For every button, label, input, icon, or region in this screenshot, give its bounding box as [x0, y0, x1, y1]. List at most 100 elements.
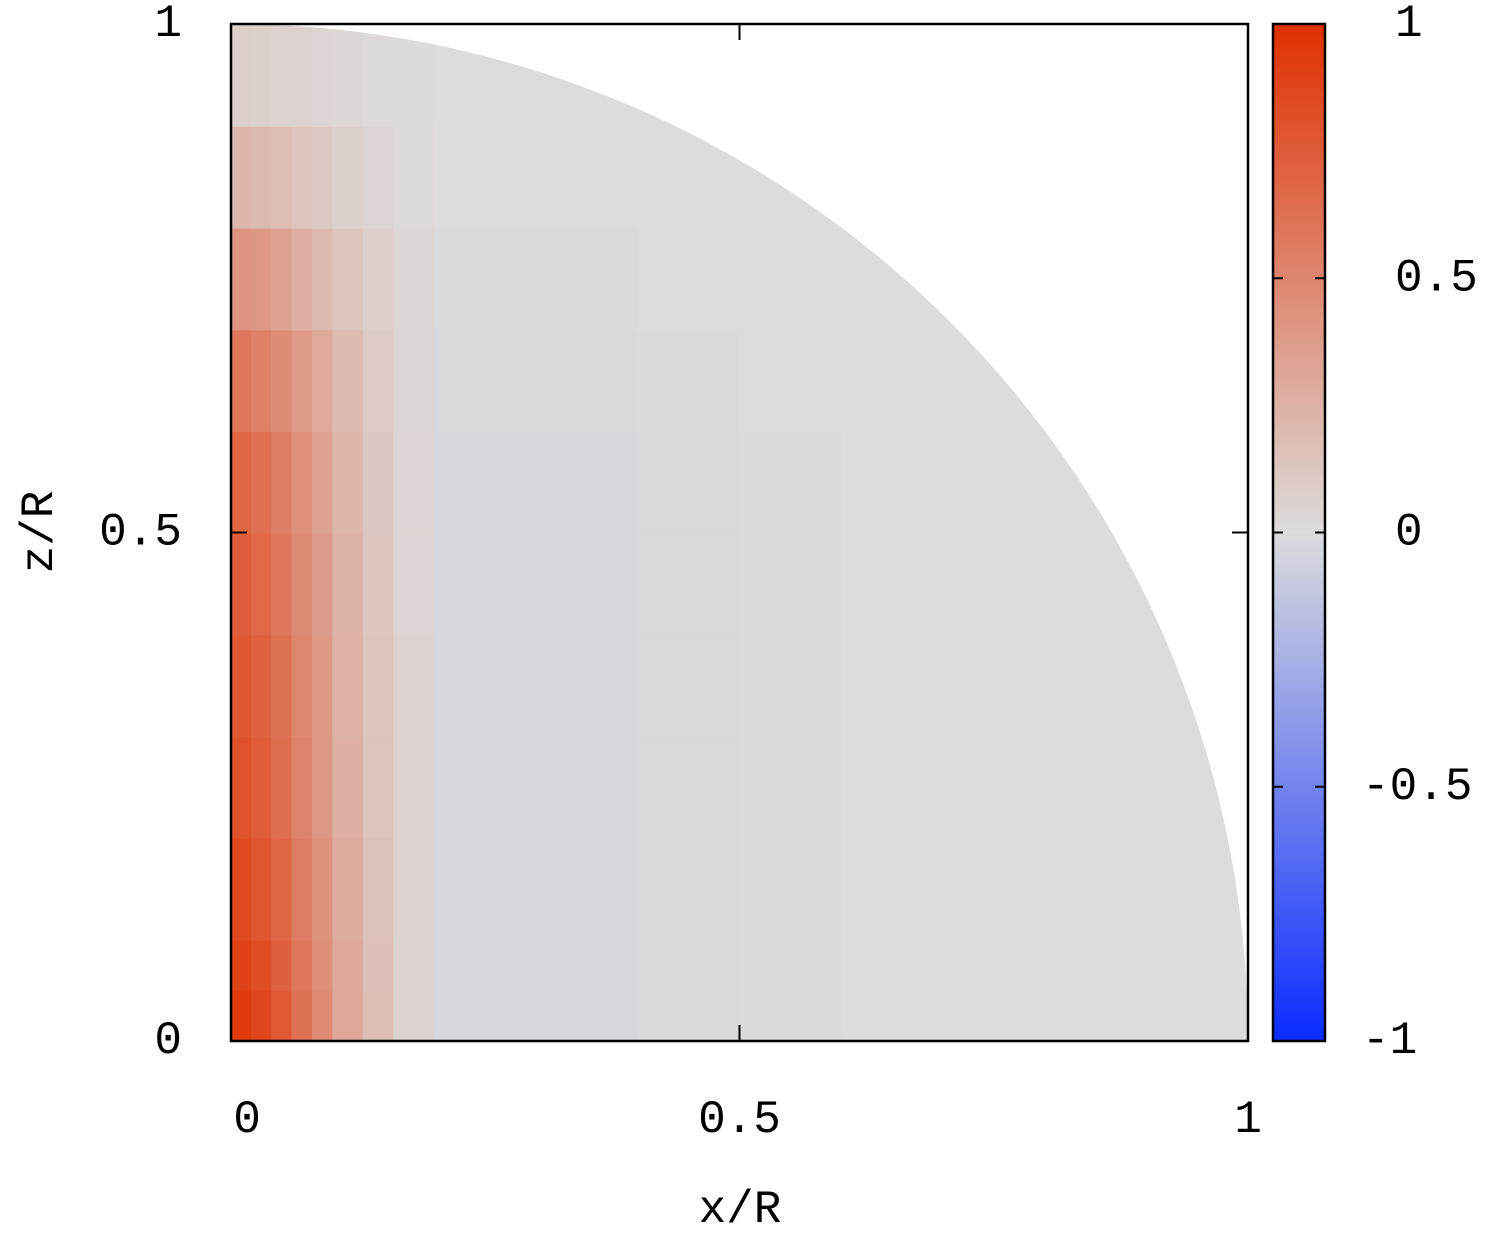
heatmap-cell	[311, 430, 334, 534]
heatmap-cell	[942, 24, 1046, 127]
heatmap-cell	[1145, 328, 1248, 433]
heatmap-cell	[637, 633, 741, 738]
heatmap-cell	[535, 24, 639, 127]
heatmap-cell	[942, 328, 1046, 433]
heatmap-cell	[271, 430, 294, 534]
heatmap-cell	[393, 532, 436, 636]
heatmap-cell	[433, 226, 538, 331]
heatmap-cell	[637, 24, 741, 127]
heatmap-cell	[433, 430, 538, 534]
heatmap-cell	[739, 125, 843, 229]
heatmap-cell	[393, 633, 436, 738]
heatmap-cell	[637, 125, 741, 229]
heatmap-cell	[942, 226, 1046, 331]
heatmap-cell	[840, 328, 945, 433]
heatmap-cell	[1145, 837, 1248, 941]
heatmap-cell	[942, 938, 1046, 992]
y-axis-label: z/R	[14, 491, 66, 574]
heatmap	[231, 24, 1248, 1041]
x-tick-label: 0.5	[698, 1094, 781, 1146]
heatmap-cell	[739, 837, 843, 941]
heatmap-cell	[942, 125, 1046, 229]
heatmap-cell	[291, 532, 314, 636]
heatmap-cell	[942, 989, 1046, 1041]
heatmap-cell	[1145, 938, 1248, 992]
heatmap-cell	[433, 532, 538, 636]
heatmap-cell	[739, 24, 843, 127]
heatmap-cell	[231, 532, 253, 636]
heatmap-cell	[250, 735, 273, 839]
heatmap-cell	[1145, 735, 1248, 839]
heatmap-cell	[311, 633, 334, 738]
heatmap-cell	[393, 989, 436, 1041]
heatmap-cell	[393, 226, 436, 331]
heatmap-cell	[231, 226, 253, 331]
heatmap-cell	[535, 532, 639, 636]
heatmap-cell	[311, 125, 334, 229]
x-axis-label: x/R	[699, 1184, 782, 1236]
heatmap-cell	[1145, 532, 1248, 636]
heatmap-cell	[311, 735, 334, 839]
heatmap-cell	[362, 328, 395, 433]
heatmap-cell	[362, 125, 395, 229]
heatmap-cell	[231, 989, 253, 1041]
heatmap-cell	[1044, 735, 1148, 839]
heatmap-cell	[332, 938, 365, 992]
heatmap-cell	[1044, 125, 1148, 229]
heatmap-cell	[311, 532, 334, 636]
heatmap-cell	[291, 125, 314, 229]
heatmap-cell	[332, 328, 365, 433]
heatmap-cell	[840, 938, 945, 992]
colorbar-tick-label: 0.5	[1395, 252, 1478, 304]
heatmap-cell	[535, 938, 639, 992]
heatmap-cell	[393, 24, 436, 127]
heatmap-cell	[231, 837, 253, 941]
heatmap-cell	[393, 125, 436, 229]
heatmap-cell	[332, 125, 365, 229]
heatmap-cell	[535, 633, 639, 738]
heatmap-cell	[271, 532, 294, 636]
heatmap-cell	[840, 226, 945, 331]
colorbar-tick-label: -0.5	[1362, 761, 1472, 813]
heatmap-cell	[362, 226, 395, 331]
colorbar-tick-label: 0	[1395, 507, 1423, 559]
heatmap-cell	[739, 532, 843, 636]
colorbar-tick-label: -1	[1362, 1015, 1417, 1067]
heatmap-cell	[637, 532, 741, 636]
heatmap-cell	[393, 328, 436, 433]
heatmap-cell	[250, 633, 273, 738]
heatmap-cell	[433, 735, 538, 839]
heatmap-cell	[739, 226, 843, 331]
x-tick-label: 1	[1234, 1094, 1262, 1146]
heatmap-cell	[840, 837, 945, 941]
heatmap-cell	[1044, 532, 1148, 636]
heatmap-cell	[393, 430, 436, 534]
heatmap-cell	[291, 430, 314, 534]
heatmap-cell	[271, 837, 294, 941]
heatmap-cell	[840, 989, 945, 1041]
heatmap-cell	[840, 430, 945, 534]
y-tick-label: 0.5	[99, 507, 182, 559]
heatmap-cell	[311, 226, 334, 331]
heatmap-cell	[942, 837, 1046, 941]
heatmap-cell	[271, 989, 294, 1041]
heatmap-cell	[362, 938, 395, 992]
heatmap-cell	[291, 226, 314, 331]
heatmap-cell	[1145, 633, 1248, 738]
heatmap-cell	[433, 837, 538, 941]
heatmap-cell	[1044, 633, 1148, 738]
heatmap-cell	[311, 328, 334, 433]
heatmap-cell	[291, 24, 314, 127]
heatmap-cell	[637, 430, 741, 534]
heatmap-cell	[535, 328, 639, 433]
heatmap-cell	[271, 938, 294, 992]
heatmap-cell	[231, 125, 253, 229]
heatmap-cell	[535, 430, 639, 534]
heatmap-cell	[840, 532, 945, 636]
heatmap-cell	[362, 633, 395, 738]
heatmap-cell	[433, 989, 538, 1041]
heatmap-cell	[362, 989, 395, 1041]
heatmap-cell	[362, 24, 395, 127]
heatmap-cell	[332, 633, 365, 738]
